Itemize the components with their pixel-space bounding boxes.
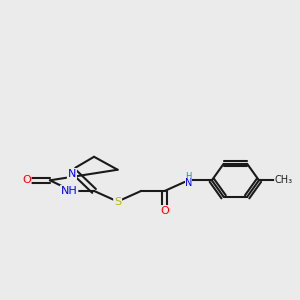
Text: NH: NH [61, 186, 77, 196]
Text: O: O [22, 175, 31, 185]
Text: N: N [68, 169, 76, 179]
Text: H: H [185, 172, 191, 181]
Text: S: S [114, 196, 121, 206]
Text: N: N [184, 178, 192, 188]
Text: CH₃: CH₃ [275, 175, 293, 185]
Text: O: O [160, 206, 169, 216]
